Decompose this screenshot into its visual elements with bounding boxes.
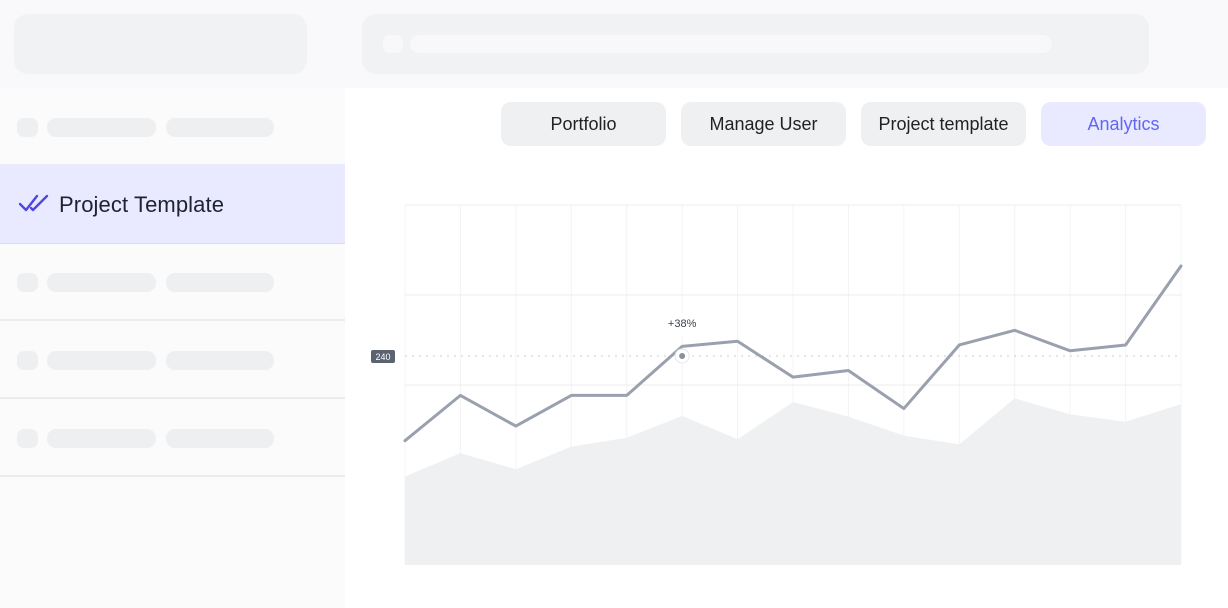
tooltip-bg (658, 313, 707, 335)
sidebar-item-project-template[interactable]: Project Template (0, 164, 345, 244)
top-bar (0, 0, 1228, 88)
sidebar-item-icon-placeholder (17, 351, 38, 370)
tooltip-label: +38% (668, 318, 697, 330)
sidebar-item-text-placeholder (47, 118, 156, 137)
sidebar-item-text-placeholder (166, 429, 274, 448)
area-series (405, 398, 1181, 565)
y-value-badge-bg (371, 350, 395, 363)
line-series (403, 264, 1183, 443)
tab-analytics[interactable]: Analytics (1041, 102, 1206, 146)
sidebar-item-icon-placeholder (17, 273, 38, 292)
sidebar-item-label: Project Template (59, 192, 225, 217)
sidebar-item-text-placeholder (166, 118, 274, 137)
sidebar-item-icon-placeholder (17, 118, 38, 137)
sidebar-item-placeholder[interactable] (0, 243, 345, 321)
marker-tooltip: +38% (658, 313, 707, 335)
sidebar-item-text-placeholder (166, 273, 274, 292)
y-value-label: 240 (375, 352, 390, 362)
sidebar-item-text-placeholder (166, 351, 274, 370)
search-bar[interactable] (362, 14, 1149, 74)
double-check-icon (18, 194, 49, 212)
sidebar-item-text-placeholder (47, 429, 156, 448)
search-icon (383, 35, 403, 53)
sidebar-item-icon-placeholder (17, 429, 38, 448)
tab-portfolio[interactable]: Portfolio (501, 102, 666, 146)
y-value-badge: 240 (371, 350, 395, 363)
logo-placeholder (14, 14, 307, 74)
sidebar-item-placeholder[interactable] (0, 321, 345, 399)
search-input-placeholder (410, 35, 1052, 53)
sidebar-item-placeholder[interactable] (0, 399, 345, 477)
sidebar-item-text-placeholder (47, 273, 156, 292)
tab-project-template[interactable]: Project template (861, 102, 1026, 146)
sidebar-item-text-placeholder (47, 351, 156, 370)
tab-manage-user[interactable]: Manage User (681, 102, 846, 146)
marker-point[interactable] (679, 353, 686, 359)
